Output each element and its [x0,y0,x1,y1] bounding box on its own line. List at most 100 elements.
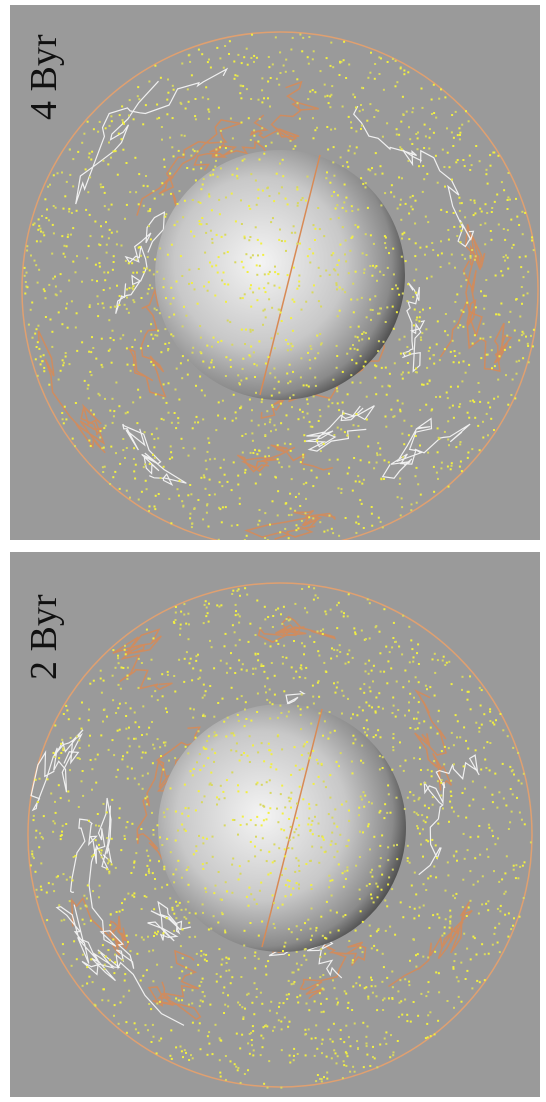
particle [195,737,197,739]
particle [284,528,286,530]
particle [333,682,335,684]
particle [187,88,189,90]
particle [227,994,229,996]
particle [491,830,493,832]
particle [293,267,295,269]
particle [223,986,225,988]
particle [329,515,331,517]
particle [212,242,214,244]
particle [122,438,124,440]
particle [384,459,386,461]
particle [387,784,389,786]
particle [475,722,477,724]
particle [64,195,66,197]
particle [174,224,176,226]
particle [412,107,414,109]
particle [302,411,304,413]
particle [379,865,381,867]
particle [368,461,370,463]
particle [150,238,152,240]
particle [163,419,165,421]
particle [507,208,509,210]
particle [398,1016,400,1018]
particle [255,634,257,636]
particle [154,308,156,310]
particle [237,784,239,786]
particle [392,637,394,639]
particle [129,191,131,193]
particle [320,306,322,308]
particle [263,97,265,99]
particle [252,668,254,670]
particle [318,420,320,422]
particle [68,718,70,720]
particle [235,220,237,222]
particle [254,855,256,857]
particle [360,688,362,690]
particle [407,860,409,862]
particle [222,791,224,793]
particle [125,1021,127,1023]
particle [61,739,63,741]
particle [360,459,362,461]
particle [356,146,358,148]
particle [36,240,38,242]
particle [340,1038,342,1040]
particle [195,118,197,120]
particle [58,784,60,786]
particle [407,797,409,799]
particle [308,586,310,588]
particle [367,728,369,730]
particle [314,129,316,131]
particle [95,839,97,841]
particle [332,1041,334,1043]
particle [305,863,307,865]
particle [420,993,422,995]
particle [31,853,33,855]
particle [203,747,205,749]
particle [157,330,159,332]
particle [379,73,381,75]
particle [235,417,237,419]
particle [100,184,102,186]
particle [179,480,181,482]
particle [244,343,246,345]
particle [328,102,330,104]
particle [100,186,102,188]
particle [292,70,294,72]
particle [366,120,368,122]
particle [230,118,232,120]
particle [466,948,468,950]
particle [508,828,510,830]
particle [199,325,201,327]
particle [367,598,369,600]
particle [129,497,131,499]
particle [386,905,388,907]
particle [95,358,97,360]
particle [102,988,104,990]
particle [53,232,55,234]
particle [138,746,140,748]
particle [478,731,480,733]
particle [317,352,319,354]
particle [300,728,302,730]
particle [100,670,102,672]
particle [146,865,148,867]
particle [311,908,313,910]
particle [435,117,437,119]
particle [509,766,511,768]
particle [73,940,75,942]
particle [63,362,65,364]
particle [504,914,506,916]
particle [367,77,369,79]
particle [417,711,419,713]
particle [199,1005,201,1007]
particle [408,680,410,682]
particle [392,712,394,714]
particle [291,931,293,933]
particle [304,645,306,647]
particle [163,466,165,468]
particle [212,1053,214,1055]
particle [124,218,126,220]
particle [278,84,280,86]
